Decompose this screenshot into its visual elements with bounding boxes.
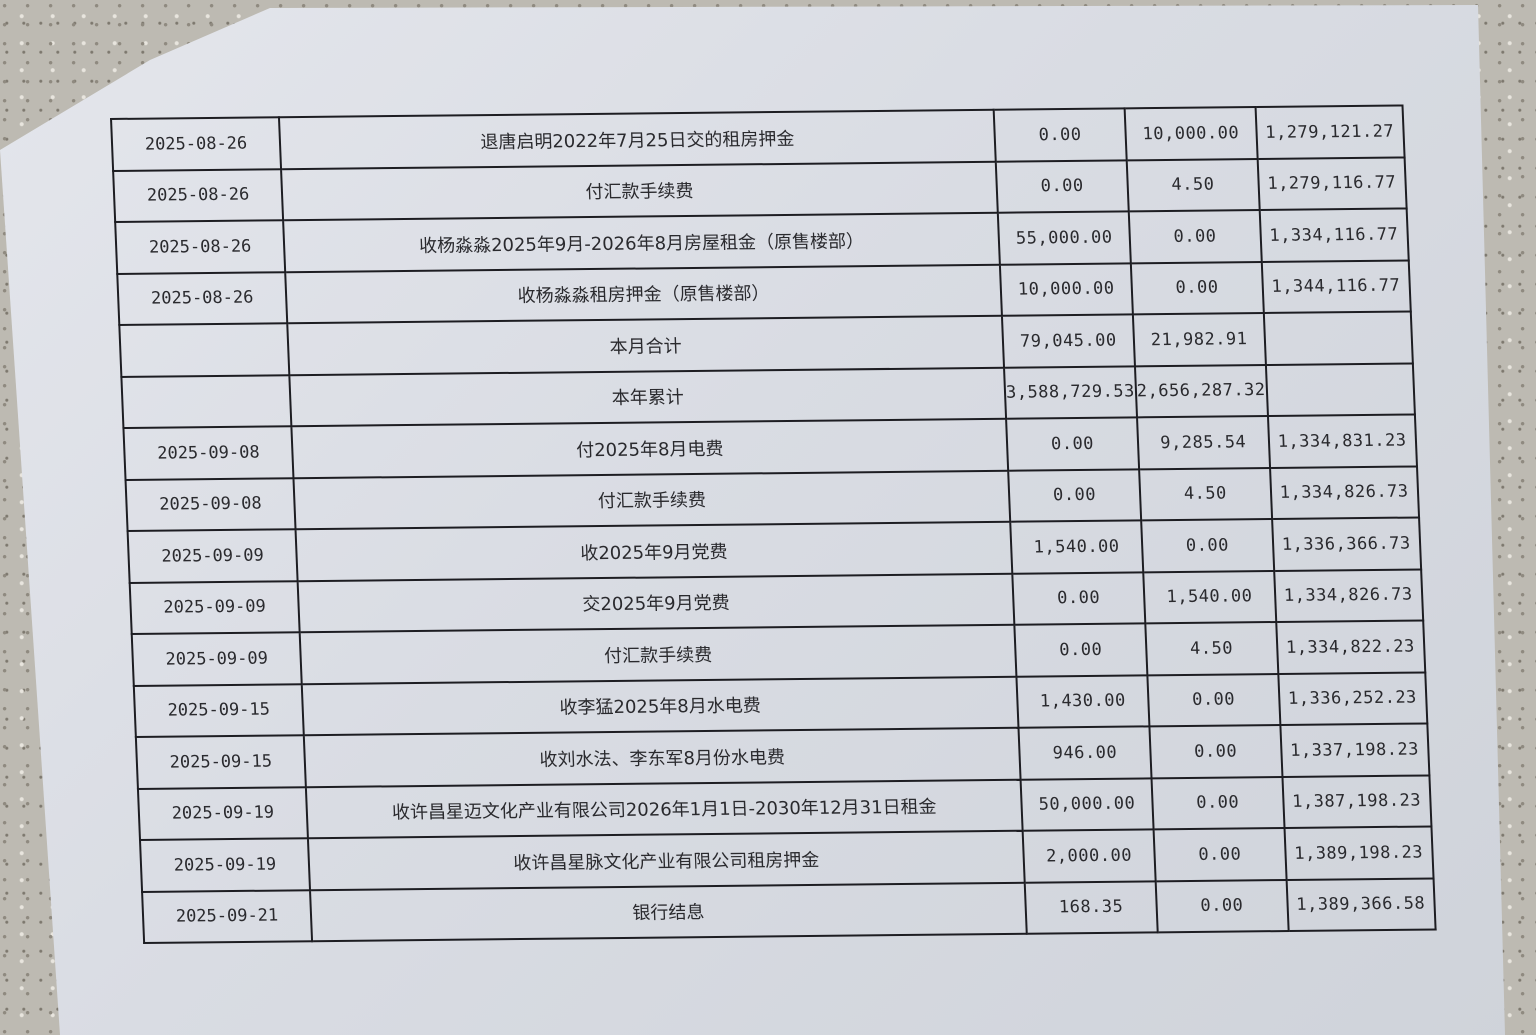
date-cell: 2025-08-26 — [113, 168, 284, 222]
credit-cell: 0.00 — [1155, 879, 1289, 933]
balance-cell: 1,279,116.77 — [1257, 156, 1407, 211]
credit-cell: 0.00 — [1149, 725, 1283, 778]
credit-cell: 0.00 — [1151, 776, 1285, 830]
credit-cell: 9,285.54 — [1136, 416, 1270, 469]
debit-cell: 0.00 — [993, 108, 1127, 162]
date-cell: 2025-09-21 — [142, 889, 313, 943]
debit-cell: 2,000.00 — [1022, 829, 1156, 883]
balance-cell: 1,389,366.58 — [1286, 877, 1436, 932]
debit-cell: 79,045.00 — [1001, 314, 1135, 368]
ledger-body: 2025-08-26 退唐启明2022年7月25日交的租房押金 0.00 10,000… — [111, 105, 1436, 943]
credit-cell: 4.50 — [1126, 158, 1260, 212]
description-cell: 付2025年8月电费 — [291, 418, 1009, 478]
date-cell: 2025-08-26 — [111, 117, 282, 171]
debit-cell: 0.00 — [995, 159, 1129, 213]
credit-cell: 4.50 — [1145, 622, 1278, 675]
description-cell: 本月合计 — [287, 315, 1005, 375]
debit-cell: 946.00 — [1018, 726, 1152, 780]
description-cell: 付汇款手续费 — [299, 624, 1017, 684]
description-cell: 收杨淼淼租房押金（原售楼部） — [285, 264, 1002, 324]
credit-cell: 2,656,287.32 — [1134, 364, 1268, 418]
credit-cell: 0.00 — [1128, 210, 1262, 263]
balance-cell — [1263, 311, 1413, 365]
balance-cell: 1,334,822.23 — [1275, 620, 1425, 674]
debit-cell: 0.00 — [1006, 417, 1139, 471]
description-cell: 本年累计 — [289, 367, 1007, 427]
credit-cell: 0.00 — [1147, 673, 1281, 727]
description-cell: 收杨淼淼2025年9月-2026年8月房屋租金（原售楼部） — [283, 212, 1000, 272]
description-cell: 退唐启明2022年7月25日交的租房押金 — [278, 109, 996, 169]
date-cell: 2025-09-09 — [129, 580, 300, 634]
date-cell: 2025-09-19 — [137, 786, 308, 840]
description-cell: 收刘水法、李东军8月份水电费 — [303, 727, 1021, 787]
balance-cell: 1,336,366.73 — [1271, 517, 1421, 571]
date-cell: 2025-09-08 — [123, 426, 294, 480]
date-cell: 2025-09-15 — [135, 735, 306, 789]
balance-cell: 1,334,116.77 — [1259, 208, 1409, 262]
debit-cell: 10,000.00 — [999, 262, 1133, 316]
debit-cell: 0.00 — [1012, 571, 1146, 625]
date-cell: 2025-08-26 — [115, 220, 286, 274]
debit-cell: 55,000.00 — [997, 211, 1131, 265]
balance-cell: 1,279,121.27 — [1255, 105, 1405, 159]
description-cell: 付汇款手续费 — [293, 470, 1011, 530]
description-cell: 收李猛2025年8月水电费 — [301, 676, 1019, 736]
credit-cell: 4.50 — [1138, 467, 1272, 521]
debit-cell: 168.35 — [1024, 880, 1158, 934]
balance-cell: 1,389,198.23 — [1284, 826, 1434, 880]
credit-cell: 21,982.91 — [1132, 313, 1266, 366]
balance-cell: 1,334,826.73 — [1273, 568, 1423, 623]
balance-cell: 1,336,252.23 — [1277, 671, 1427, 726]
debit-cell: 1,540.00 — [1010, 520, 1144, 574]
credit-cell: 0.00 — [1130, 261, 1264, 315]
date-cell — [119, 323, 290, 377]
description-cell: 收2025年9月党费 — [295, 521, 1013, 581]
balance-cell: 1,387,198.23 — [1282, 774, 1432, 829]
debit-cell: 50,000.00 — [1020, 777, 1154, 831]
ledger-table-wrapper: 2025-08-26 退唐启明2022年7月25日交的租房押金 0.00 10,000… — [110, 104, 1436, 944]
date-cell: 2025-09-15 — [133, 683, 304, 737]
balance-cell: 1,337,198.23 — [1280, 723, 1430, 777]
date-cell: 2025-09-09 — [131, 632, 302, 686]
balance-cell: 1,344,116.77 — [1261, 259, 1411, 314]
date-cell — [121, 374, 292, 428]
description-cell: 付汇款手续费 — [281, 161, 998, 221]
debit-cell: 0.00 — [1008, 468, 1141, 522]
description-cell: 银行结息 — [309, 882, 1027, 942]
ledger-table: 2025-08-26 退唐启明2022年7月25日交的租房押金 0.00 10,000… — [110, 104, 1436, 944]
description-cell: 交2025年9月党费 — [297, 573, 1015, 633]
credit-cell: 10,000.00 — [1124, 107, 1258, 160]
balance-cell: 1,334,831.23 — [1267, 414, 1417, 468]
debit-cell: 1,430.00 — [1016, 674, 1150, 728]
credit-cell: 0.00 — [1140, 519, 1274, 572]
date-cell: 2025-09-09 — [127, 529, 298, 583]
debit-cell: 0.00 — [1014, 623, 1148, 677]
credit-cell: 0.00 — [1153, 828, 1287, 881]
balance-cell: 1,334,826.73 — [1269, 465, 1419, 520]
date-cell: 2025-09-19 — [139, 838, 310, 892]
description-cell: 收许昌星脉文化产业有限公司租房押金 — [307, 830, 1025, 890]
date-cell: 2025-08-26 — [117, 271, 288, 325]
description-cell: 收许昌星迈文化产业有限公司2026年1月1日-2030年12月31日租金 — [305, 779, 1023, 839]
credit-cell: 1,540.00 — [1143, 570, 1276, 624]
balance-cell — [1265, 362, 1415, 417]
date-cell: 2025-09-08 — [125, 477, 296, 531]
debit-cell: 3,588,729.53 — [1004, 365, 1137, 419]
